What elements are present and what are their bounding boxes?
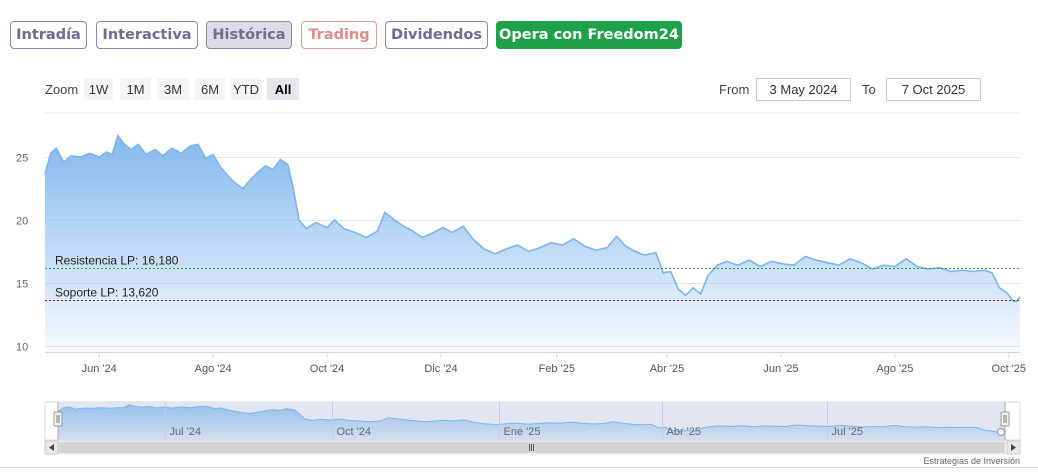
navigator-area: [58, 404, 1005, 440]
from-label: From: [719, 82, 750, 97]
navigator-line: [57, 404, 1006, 434]
y-tick-label: 10: [16, 342, 28, 354]
tab-intrad-a[interactable]: Intradía: [10, 21, 87, 49]
navigator-tick-label: Oct '24: [337, 426, 372, 438]
y-tick-label: 25: [16, 153, 28, 165]
arrow-left-icon: [49, 444, 54, 451]
resistance-label: Resistencia LP: 16,180: [55, 254, 179, 268]
zoom-6m-button[interactable]: 6M: [195, 78, 225, 100]
tab-opera-con-freedom24[interactable]: Opera con Freedom24: [496, 21, 682, 49]
x-tick-label: Dic '24: [424, 363, 457, 375]
x-tick-label: Ago '24: [195, 363, 232, 375]
zoom-3m-button[interactable]: 3M: [157, 78, 189, 100]
zoom-label: Zoom: [45, 82, 79, 97]
to-label: To: [862, 82, 876, 97]
navigator-tick-label: Abr '25: [667, 426, 702, 438]
zoom-1w-button[interactable]: 1W: [84, 78, 113, 100]
navigator-right-handle[interactable]: [1000, 411, 1010, 427]
zoom-1m-button[interactable]: 1M: [120, 78, 151, 100]
navigator-tick-label: Jul '24: [170, 426, 201, 438]
to-date-input[interactable]: 7 Oct 2025: [886, 78, 981, 101]
from-date-input[interactable]: 3 May 2024: [756, 78, 851, 101]
x-tick-label: Ago '25: [876, 363, 913, 375]
y-tick-label: 15: [16, 279, 28, 291]
tab-trading[interactable]: Trading: [301, 21, 377, 49]
credit-text: Estrategias de Inversión: [923, 456, 1020, 466]
x-tick-label: Oct '25: [992, 363, 1027, 375]
zoom-all-button[interactable]: All: [267, 78, 299, 100]
y-tick-label: 20: [16, 216, 28, 228]
x-tick-label: Feb '25: [539, 363, 575, 375]
navigator-tick-label: Ene '25: [504, 426, 541, 438]
price-line: [44, 133, 1021, 303]
tab-interactiva[interactable]: Interactiva: [96, 21, 198, 49]
support-label: Soporte LP: 13,620: [55, 286, 159, 300]
navigator-end-marker: [997, 428, 1005, 436]
tab-dividendos[interactable]: Dividendos: [385, 21, 488, 49]
zoom-ytd-button[interactable]: YTD: [230, 78, 262, 100]
x-tick-label: Jun '24: [82, 363, 117, 375]
arrow-right-icon: [1011, 444, 1016, 451]
price-area: [45, 135, 1020, 352]
x-tick-label: Oct '24: [310, 363, 345, 375]
navigator-left-handle[interactable]: [53, 411, 63, 427]
tab-hist-rica[interactable]: Histórica: [206, 21, 292, 49]
navigator-tick-label: Jul '25: [832, 426, 863, 438]
x-tick-label: Jun '25: [763, 363, 798, 375]
x-tick-label: Abr '25: [650, 363, 685, 375]
